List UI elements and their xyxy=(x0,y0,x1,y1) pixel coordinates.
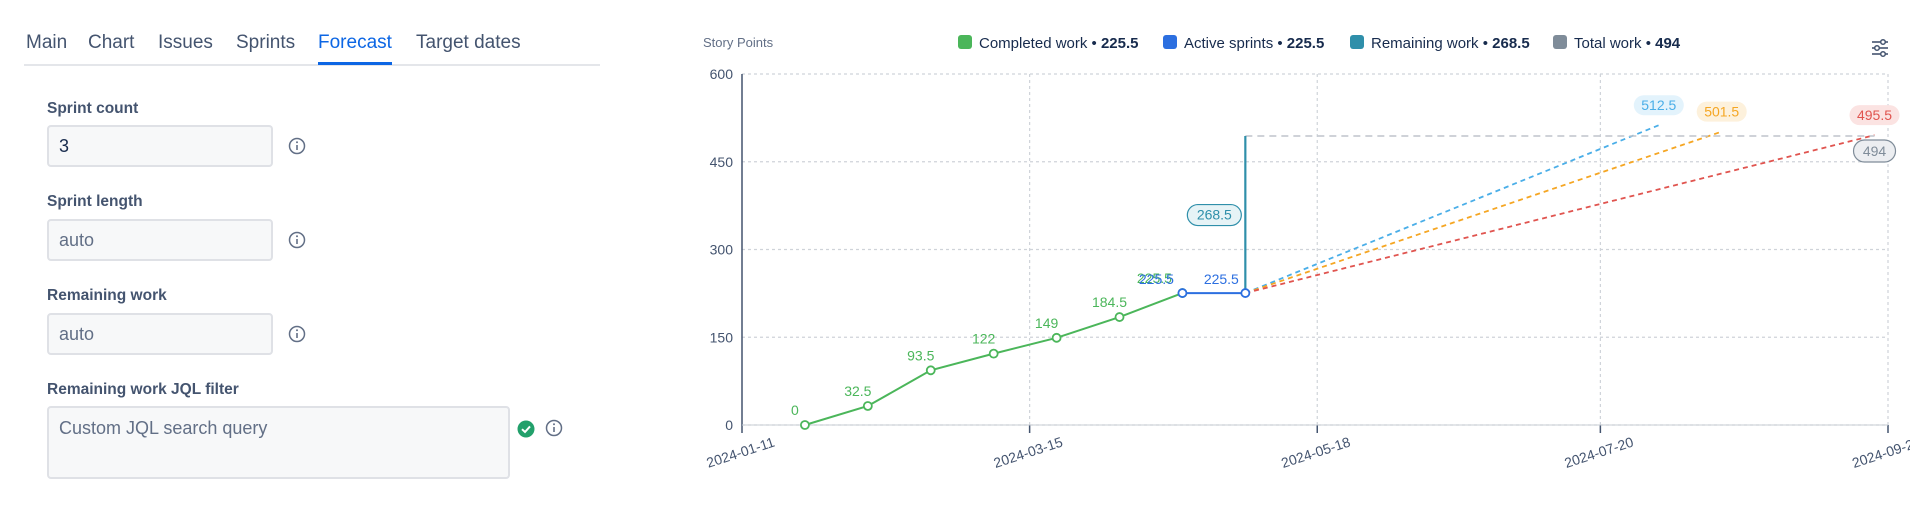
check-circle-icon xyxy=(517,420,535,438)
remaining-work-label: Remaining work xyxy=(47,287,167,304)
active-value-label: 225.5 xyxy=(1204,271,1239,287)
y-axis-label: Story Points xyxy=(703,35,774,50)
jql-filter-label: Remaining work JQL filter xyxy=(47,381,239,398)
legend-item: Completed work • 225.5 xyxy=(979,35,1139,52)
completed-point xyxy=(988,348,999,359)
remaining-work-badge xyxy=(1186,203,1242,227)
forecast-label-blue: 512.5 xyxy=(1641,97,1676,113)
sprint-length-input[interactable]: auto xyxy=(47,219,273,261)
completed-point xyxy=(1051,332,1062,343)
legend-item: Active sprints • 225.5 xyxy=(1184,35,1324,52)
jql-filter-textarea[interactable]: Custom JQL search query xyxy=(47,406,510,479)
x-tick-label: 2024-03-15 xyxy=(992,434,1065,471)
completed-point xyxy=(800,420,810,430)
info-icon[interactable] xyxy=(288,137,306,155)
x-tick-label: 2024-09-22 xyxy=(1850,434,1910,471)
completed-value-label: 93.5 xyxy=(907,347,934,363)
info-icon[interactable] xyxy=(288,325,306,343)
legend-swatch xyxy=(1553,35,1567,49)
sprint-length-label: Sprint length xyxy=(47,193,143,210)
legend-item: Remaining work • 268.5 xyxy=(1371,35,1530,52)
sprint-count-label: Sprint count xyxy=(47,100,139,117)
completed-value-label: 149 xyxy=(1035,315,1059,331)
forecast-badge-red xyxy=(1849,105,1900,126)
completed-value-label: 184.5 xyxy=(1092,294,1127,310)
tab-chart[interactable]: Chart xyxy=(88,32,135,53)
completed-point xyxy=(862,401,873,411)
tab-forecast[interactable]: Forecast xyxy=(318,32,392,65)
y-tick-label: 600 xyxy=(710,66,734,82)
completed-value-label: 122 xyxy=(972,331,996,347)
tab-bar: Main Chart Issues Sprints Forecast Targe… xyxy=(24,28,600,66)
remaining-work-label: 268.5 xyxy=(1197,207,1232,223)
forecast-line-blue xyxy=(1245,124,1660,294)
active-value-label: 225.5 xyxy=(1139,271,1174,287)
completed-value-label: 0 xyxy=(791,402,799,418)
tab-main[interactable]: Main xyxy=(26,32,68,53)
y-tick-label: 150 xyxy=(710,329,734,345)
forecast-badge-orange xyxy=(1696,101,1747,122)
active-point xyxy=(1177,288,1188,298)
settings-panel: Main Chart Issues Sprints Forecast Targe… xyxy=(24,0,604,510)
info-icon[interactable] xyxy=(545,419,563,437)
x-tick-label: 2024-05-18 xyxy=(1279,434,1352,471)
remaining-work-input[interactable]: auto xyxy=(47,313,273,355)
tab-issues[interactable]: Issues xyxy=(158,32,213,53)
forecast-badge-blue xyxy=(1633,95,1684,116)
sliders-icon[interactable] xyxy=(1872,38,1888,58)
y-tick-label: 450 xyxy=(710,154,734,170)
forecast-label-red: 495.5 xyxy=(1857,107,1892,123)
y-tick-label: 0 xyxy=(725,417,733,433)
completed-point xyxy=(1114,312,1125,322)
completed-point xyxy=(925,365,936,376)
info-icon[interactable] xyxy=(288,231,306,249)
tab-target-dates[interactable]: Target dates xyxy=(416,32,521,53)
tab-sprints[interactable]: Sprints xyxy=(236,32,296,53)
y-tick-label: 300 xyxy=(710,242,734,258)
legend-swatch xyxy=(958,35,972,49)
completed-value-label: 225.5 xyxy=(1137,270,1172,286)
legend-swatch xyxy=(1163,35,1177,49)
total-work-badge xyxy=(1852,139,1897,163)
completed-work-line xyxy=(804,292,1183,426)
completed-value-label: 32.5 xyxy=(844,383,871,399)
forecast-line-red xyxy=(1245,134,1875,294)
legend-swatch xyxy=(1350,35,1364,49)
total-work-label: 494 xyxy=(1863,143,1887,159)
legend-item: Total work • 494 xyxy=(1574,35,1681,52)
forecast-label-orange: 501.5 xyxy=(1704,104,1739,120)
active-point xyxy=(1240,288,1251,298)
x-tick-label: 2024-01-11 xyxy=(704,434,776,471)
x-tick-label: 2024-07-20 xyxy=(1562,434,1635,471)
sprint-count-input[interactable]: 3 xyxy=(47,125,273,167)
forecast-line-orange xyxy=(1245,130,1723,294)
